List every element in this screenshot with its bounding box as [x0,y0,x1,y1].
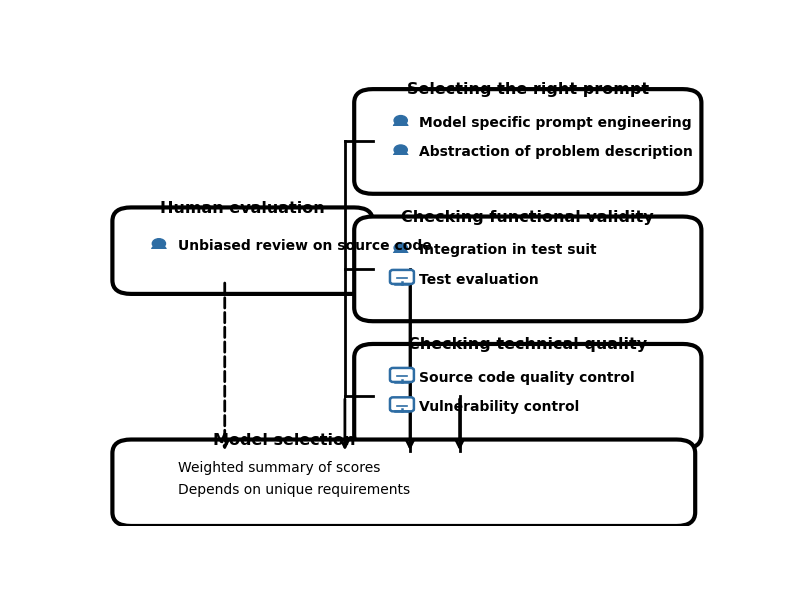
Text: Checking functional validity: Checking functional validity [402,210,654,225]
Circle shape [394,243,407,253]
FancyBboxPatch shape [390,270,414,284]
Bar [142,249,176,259]
Text: Integration in test suit: Integration in test suit [419,243,597,258]
FancyBboxPatch shape [390,397,414,411]
Text: Human evaluation: Human evaluation [160,200,325,216]
Bar [383,126,418,135]
Ellipse shape [151,245,166,254]
FancyBboxPatch shape [390,368,414,382]
Text: Model specific prompt engineering: Model specific prompt engineering [419,116,692,130]
Circle shape [152,239,166,248]
Text: Weighted summary of scores: Weighted summary of scores [178,460,380,475]
Bar [383,155,418,165]
Ellipse shape [393,249,409,258]
Text: Source code quality control: Source code quality control [419,371,635,385]
Text: Vulnerability control: Vulnerability control [419,400,579,414]
Text: Depends on unique requirements: Depends on unique requirements [178,483,410,497]
Text: Test evaluation: Test evaluation [419,273,539,287]
FancyBboxPatch shape [354,344,702,449]
Ellipse shape [393,151,409,160]
Text: Model selection: Model selection [213,433,355,448]
Text: Checking technical quality: Checking technical quality [408,337,647,352]
FancyBboxPatch shape [112,440,695,526]
FancyBboxPatch shape [354,216,702,322]
Circle shape [394,145,407,155]
FancyBboxPatch shape [354,89,702,194]
Text: Unbiased review on source code: Unbiased review on source code [178,239,431,253]
Text: Selecting the right prompt: Selecting the right prompt [406,82,649,98]
Bar [383,254,418,263]
Ellipse shape [393,121,409,131]
Text: Abstraction of problem description: Abstraction of problem description [419,145,693,160]
Circle shape [394,116,407,125]
FancyBboxPatch shape [112,207,373,294]
